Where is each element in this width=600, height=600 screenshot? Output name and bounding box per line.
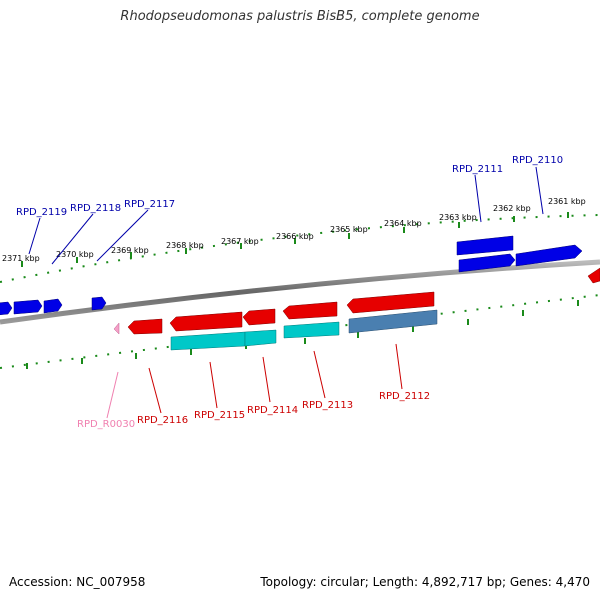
gene-label-rpd-2110[interactable]: RPD_2110 bbox=[512, 155, 563, 166]
gene-arrow-forward[interactable] bbox=[91, 296, 107, 311]
gene-label-rpd-r0030[interactable]: RPD_R0030 bbox=[77, 419, 135, 430]
gene-arrow-reverse[interactable] bbox=[587, 267, 600, 284]
scale-tick-label: 2366 kbp bbox=[276, 232, 314, 241]
gene-label-rpd-2118[interactable]: RPD_2118 bbox=[70, 203, 121, 214]
scale-tick-label: 2367 kbp bbox=[221, 237, 259, 246]
gene-arrow-rpd-2110[interactable] bbox=[515, 244, 583, 267]
scale-tick-labels: 2371 kbp 2370 kbp 2369 kbp 2368 kbp 2367 kbp… bbox=[2, 197, 586, 263]
lower-scale-track bbox=[0, 294, 600, 369]
upper-scale-track bbox=[0, 214, 600, 283]
gene-label-rpd-2117[interactable]: RPD_2117 bbox=[124, 199, 175, 210]
cds-rpd-2114[interactable] bbox=[244, 329, 277, 347]
scale-tick-label: 2369 kbp bbox=[111, 246, 149, 255]
gene-arrow-rpd-2116[interactable] bbox=[127, 318, 163, 335]
leader-rpd-2116 bbox=[148, 367, 162, 414]
gene-label-rpd-2116[interactable]: RPD_2116 bbox=[137, 415, 188, 426]
leader-rpd-2113 bbox=[313, 350, 326, 399]
reverse-genes bbox=[127, 267, 600, 335]
scale-tick-label: 2370 kbp bbox=[56, 250, 94, 259]
leader-rpd-r0030 bbox=[106, 371, 119, 419]
genome-title: Rhodopseudomonas palustris BisB5, comple… bbox=[120, 9, 480, 24]
leader-rpd-2115 bbox=[209, 361, 218, 409]
scale-tick-label: 2364 kbp bbox=[384, 219, 422, 228]
scale-tick-label: 2362 kbp bbox=[493, 204, 531, 213]
leader-rpd-2118 bbox=[51, 213, 94, 265]
scale-tick-label: 2371 kbp bbox=[2, 254, 40, 263]
gene-arrow-forward[interactable] bbox=[43, 298, 63, 314]
gene-arrow-rpd-2115[interactable] bbox=[169, 311, 243, 332]
gene-label-rpd-2113[interactable]: RPD_2113 bbox=[302, 400, 353, 411]
cds-rpd-2115[interactable] bbox=[170, 331, 246, 351]
rna-gene-rpd-r0030[interactable] bbox=[113, 322, 120, 335]
genome-backbone bbox=[0, 259, 600, 325]
forward-genes bbox=[0, 235, 583, 316]
leader-rpd-2119 bbox=[28, 217, 41, 255]
reverse-gene-labels: RPD_R0030 RPD_2116 RPD_2115 RPD_2114 RPD… bbox=[77, 391, 430, 430]
scale-tick-label: 2361 kbp bbox=[548, 197, 586, 206]
scale-tick-label: 2365 kbp bbox=[330, 225, 368, 234]
gene-arrow-rpd-2114[interactable] bbox=[242, 308, 276, 326]
accession-text: Accession: NC_007958 bbox=[9, 575, 146, 589]
gene-arrow-rpd-2113[interactable] bbox=[282, 301, 338, 320]
cds-features bbox=[113, 309, 438, 351]
gene-arrow-forward[interactable] bbox=[0, 301, 13, 316]
gene-arrow-rpd-2112[interactable] bbox=[346, 291, 435, 314]
gene-arrow-forward[interactable] bbox=[13, 299, 43, 315]
cds-rpd-2113[interactable] bbox=[283, 321, 340, 339]
scale-tick-label: 2368 kbp bbox=[166, 241, 204, 250]
leader-rpd-2111 bbox=[474, 174, 482, 223]
gene-label-rpd-2112[interactable]: RPD_2112 bbox=[379, 391, 430, 402]
gene-arrow-rpd-2111b[interactable] bbox=[458, 253, 516, 273]
gene-label-rpd-2119[interactable]: RPD_2119 bbox=[16, 207, 67, 218]
scale-tick-label: 2363 kbp bbox=[439, 213, 477, 222]
label-leader-lines bbox=[28, 166, 544, 419]
genome-summary-text: Topology: circular; Length: 4,892,717 bp… bbox=[260, 575, 590, 589]
leader-rpd-2114 bbox=[262, 356, 271, 403]
gene-label-rpd-2111[interactable]: RPD_2111 bbox=[452, 164, 503, 175]
gene-arrow-rpd-2111[interactable] bbox=[456, 235, 514, 256]
cds-rpd-2112[interactable] bbox=[348, 309, 438, 334]
leader-rpd-2112 bbox=[395, 343, 403, 390]
gene-label-rpd-2114[interactable]: RPD_2114 bbox=[247, 405, 298, 416]
gene-label-rpd-2115[interactable]: RPD_2115 bbox=[194, 410, 245, 421]
leader-rpd-2110 bbox=[535, 166, 544, 215]
forward-gene-labels: RPD_2119 RPD_2118 RPD_2117 RPD_2111 RPD_… bbox=[16, 155, 563, 218]
leader-rpd-2117 bbox=[96, 209, 149, 262]
